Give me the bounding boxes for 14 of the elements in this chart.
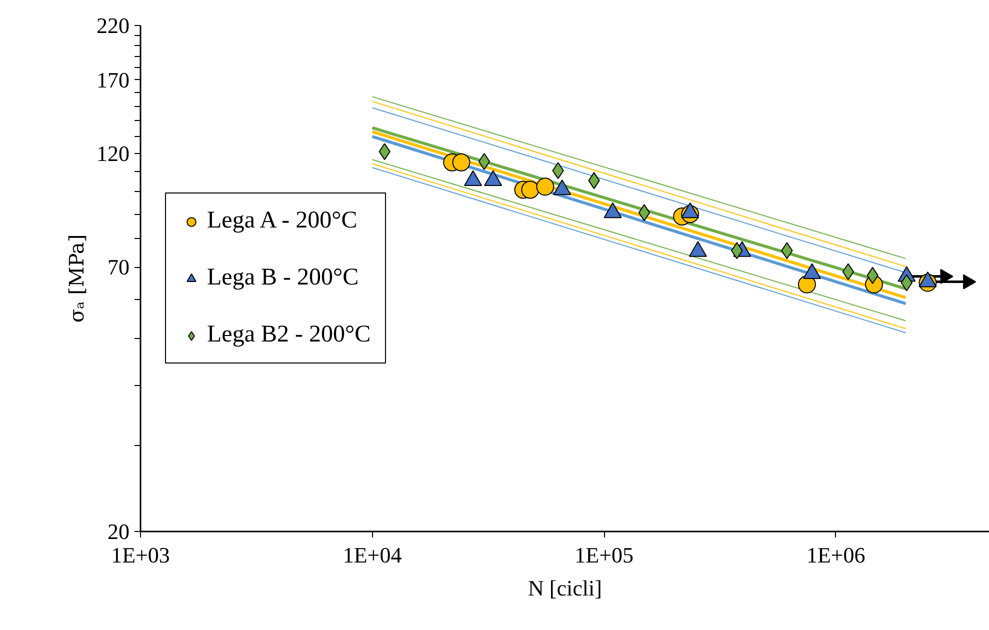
x-tick-label: 1E+06	[806, 542, 866, 568]
y-axis-title: σₐ [MPa]	[64, 234, 88, 323]
legend-label: Lega B2 - 200°C	[207, 322, 371, 348]
y-tick-label: 170	[96, 67, 130, 92]
legend-label: Lega B - 200°C	[207, 264, 359, 292]
y-tick-label: 120	[96, 140, 130, 166]
y-tick-label: 220	[96, 13, 130, 38]
legend-label: Lega A - 200°C	[207, 208, 358, 234]
y-tick-label: 70	[108, 254, 130, 280]
y-tick-label: 20	[108, 519, 130, 544]
x-tick-label: 1E+03	[111, 542, 170, 568]
x-axis-title: N [cicli]	[528, 576, 602, 600]
x-tick-label: 1E+05	[574, 542, 634, 568]
x-tick-label: 1E+04	[342, 542, 402, 568]
